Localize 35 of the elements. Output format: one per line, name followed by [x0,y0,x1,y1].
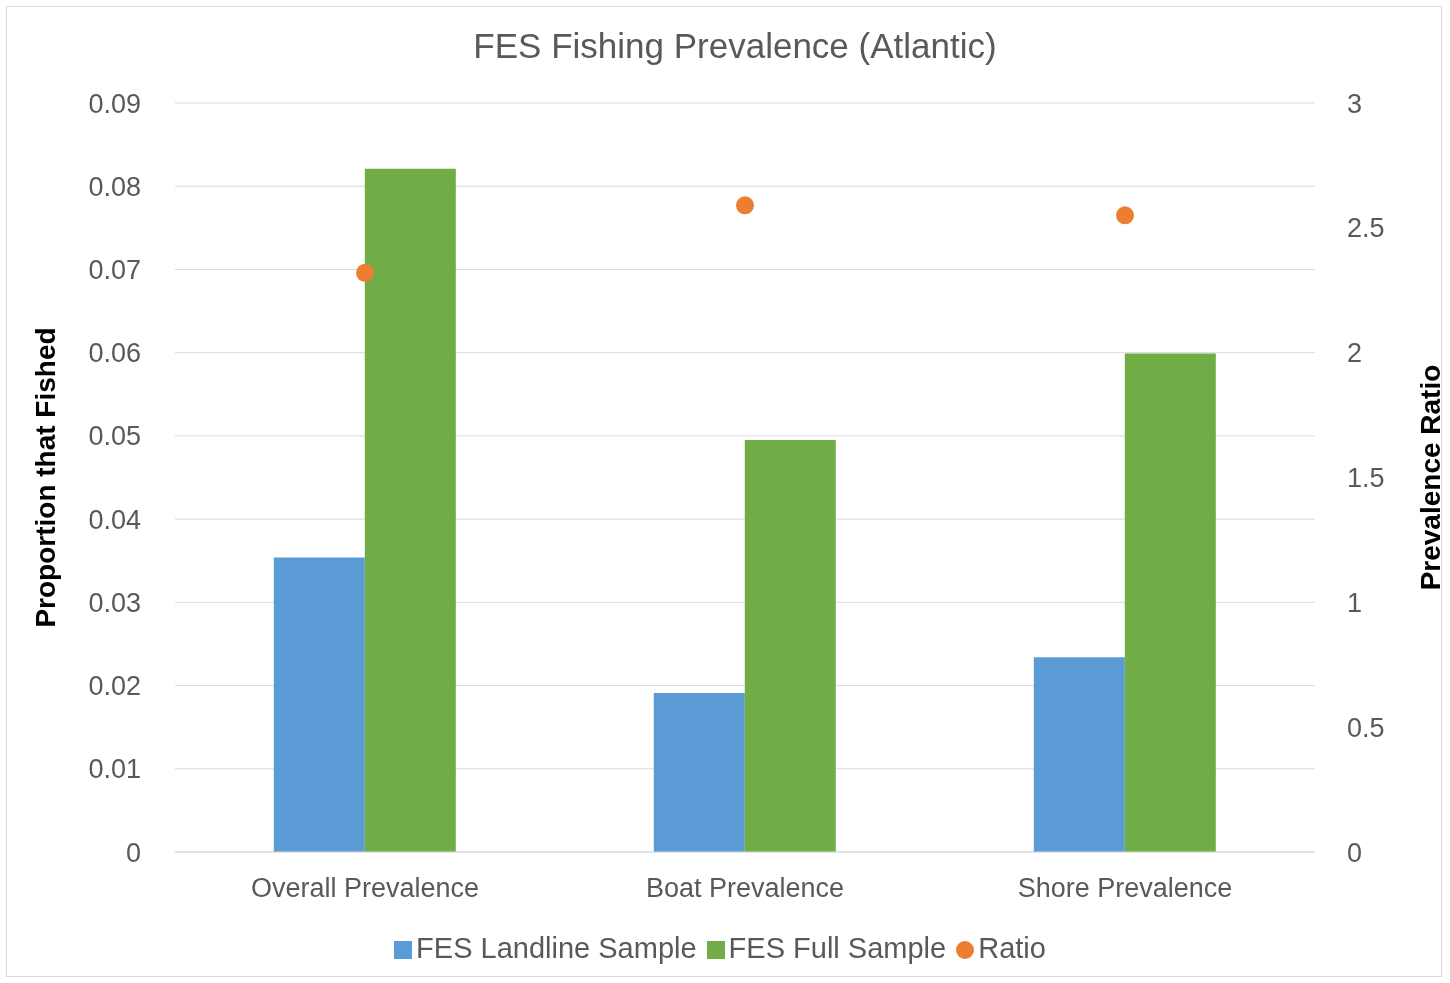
x-tick-label: Overall Prevalence [250,873,480,904]
point [356,263,374,282]
y-tick-label: 0.04 [88,504,141,535]
y-tick-label: 0.09 [88,88,141,119]
y2-axis-title: Prevalence Ratio [1414,364,1446,591]
bar [273,557,365,852]
y-tick-label: 0.02 [88,671,141,702]
point [736,196,754,215]
x-tick-label: Boat Prevalence [645,873,845,904]
y2-tick-label: 1 [1347,587,1363,618]
chart-title: FES Fishing Prevalence (Atlantic) [472,26,998,66]
y-tick-label: 0 [125,837,141,868]
legend-label: FES Full Sample [728,932,947,964]
y-tick-label: 0.05 [88,421,141,452]
legend-label: Ratio [978,932,1046,964]
y-tick-label: 0.08 [88,171,141,202]
bar [364,168,456,852]
y2-tick-label: 0 [1347,837,1363,868]
y2-tick-label: 3 [1347,88,1363,119]
y2-tick-label: 2 [1347,338,1363,369]
y-tick-label: 0.01 [88,754,141,785]
y2-tick-label: 0.5 [1347,712,1385,743]
bar [1033,657,1125,852]
bar [1124,353,1216,852]
point [1116,206,1134,225]
y-tick-label: 0.03 [88,587,141,618]
y2-tick-label: 1.5 [1347,463,1385,494]
y-axis-title: Proportion that Fished [29,327,61,628]
bar [744,440,836,852]
legend-label: FES Landline Sample [416,932,697,964]
y-tick-label: 0.06 [88,338,141,369]
x-tick-label: Shore Prevalence [1017,873,1233,904]
y2-tick-label: 2.5 [1347,213,1385,244]
bar [653,693,745,852]
y-tick-label: 0.07 [88,255,141,286]
